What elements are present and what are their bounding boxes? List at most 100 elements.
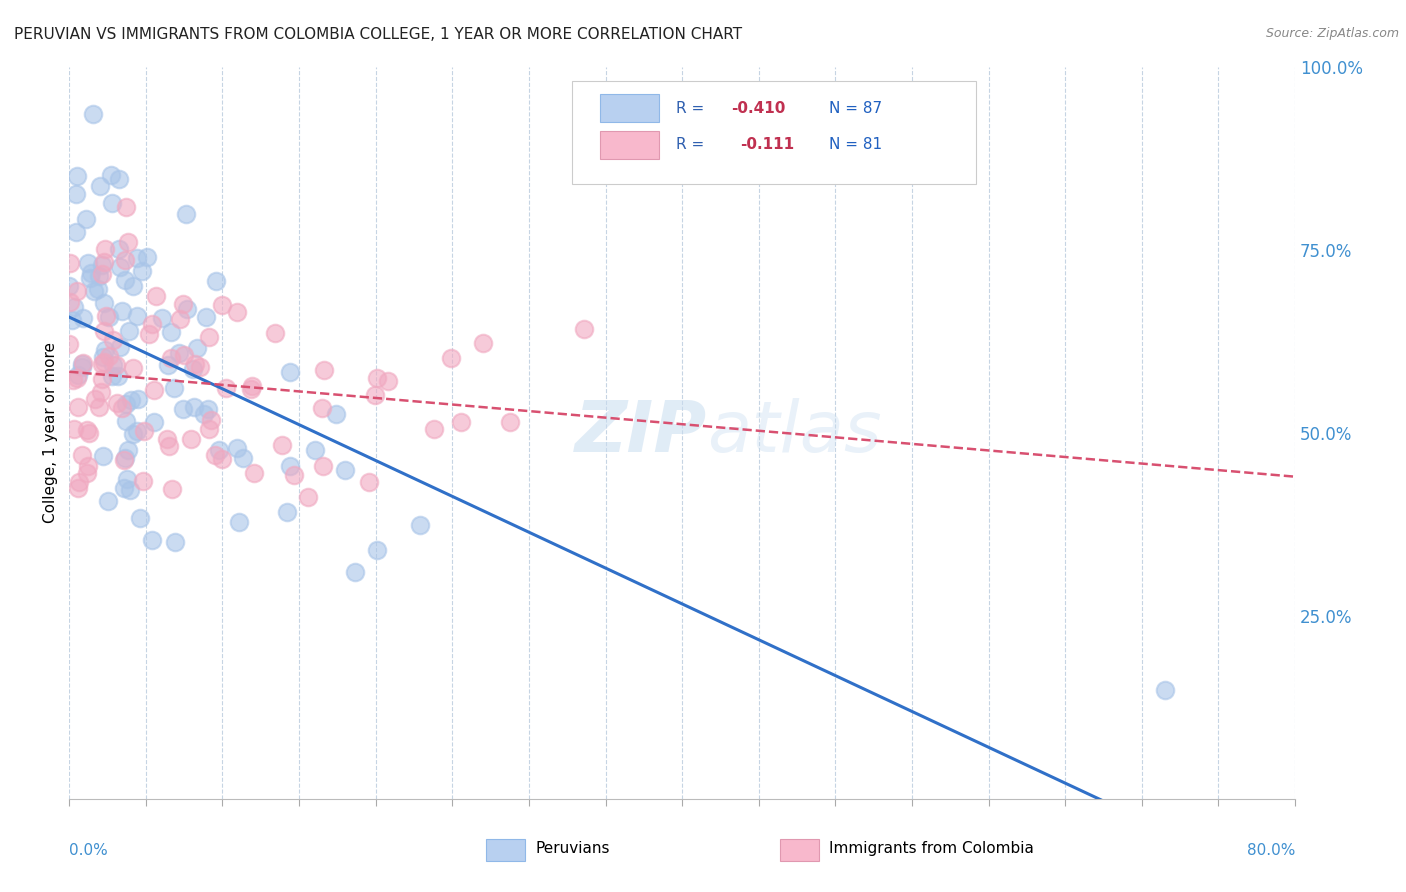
Point — [263, 326, 285, 341]
Point — [97, 494, 120, 508]
Text: PERUVIAN VS IMMIGRANTS FROM COLOMBIA COLLEGE, 1 YEAR OR MORE CORRELATION CHART: PERUVIAN VS IMMIGRANTS FROM COLOMBIA COL… — [14, 27, 742, 42]
Point — [58, 278, 80, 293]
Point — [67, 368, 90, 382]
Point — [59, 294, 82, 309]
Point — [100, 368, 122, 383]
Point — [76, 466, 98, 480]
Point — [180, 432, 202, 446]
Point — [65, 169, 87, 183]
Point — [156, 432, 179, 446]
Text: Source: ZipAtlas.com: Source: ZipAtlas.com — [1265, 27, 1399, 40]
Point — [107, 368, 129, 383]
Point — [136, 250, 159, 264]
Point — [276, 505, 298, 519]
Y-axis label: College, 1 year or more: College, 1 year or more — [44, 343, 58, 523]
Point — [197, 402, 219, 417]
Point — [94, 309, 117, 323]
Point — [366, 542, 388, 557]
Point — [183, 362, 205, 376]
Text: Peruvians: Peruvians — [536, 841, 610, 856]
Point — [239, 382, 262, 396]
Point — [423, 422, 446, 436]
Point — [58, 337, 80, 351]
Point — [450, 415, 472, 429]
Text: atlas: atlas — [707, 398, 882, 467]
Point — [65, 225, 87, 239]
Point — [65, 187, 87, 202]
Point — [91, 350, 114, 364]
Point — [112, 481, 135, 495]
Point — [114, 252, 136, 267]
Point — [304, 442, 326, 457]
Bar — [486, 839, 526, 861]
Point — [141, 318, 163, 332]
Point — [93, 255, 115, 269]
Bar — [600, 95, 659, 122]
Point — [198, 330, 221, 344]
Point — [1153, 683, 1175, 698]
Point — [87, 268, 110, 283]
Bar — [780, 839, 820, 861]
Point — [66, 371, 89, 385]
Point — [76, 256, 98, 270]
Point — [278, 459, 301, 474]
Point — [91, 358, 114, 372]
Point — [145, 289, 167, 303]
Point — [114, 451, 136, 466]
Point — [67, 481, 90, 495]
Point — [110, 401, 132, 415]
Point — [75, 212, 97, 227]
Point — [211, 451, 233, 466]
Point — [357, 475, 380, 490]
Point — [91, 449, 114, 463]
Point — [82, 107, 104, 121]
Point — [173, 348, 195, 362]
Point — [70, 448, 93, 462]
Point — [157, 439, 180, 453]
Point — [163, 535, 186, 549]
Point — [118, 324, 141, 338]
Point — [297, 490, 319, 504]
Point — [143, 383, 166, 397]
Point — [160, 351, 183, 366]
Point — [195, 310, 218, 325]
Point — [105, 396, 128, 410]
Point — [215, 381, 238, 395]
Point — [79, 426, 101, 441]
Point — [127, 392, 149, 406]
Point — [89, 179, 111, 194]
Point — [87, 282, 110, 296]
Point — [59, 256, 82, 270]
Point — [200, 413, 222, 427]
Point — [208, 443, 231, 458]
Text: 0.0%: 0.0% — [69, 843, 108, 857]
Text: Immigrants from Colombia: Immigrants from Colombia — [830, 841, 1033, 856]
Point — [228, 516, 250, 530]
Point — [150, 310, 173, 325]
Point — [198, 422, 221, 436]
Point — [186, 341, 208, 355]
FancyBboxPatch shape — [572, 81, 976, 184]
Point — [65, 284, 87, 298]
Point — [62, 422, 84, 436]
Point — [122, 279, 145, 293]
Point — [77, 458, 100, 473]
Point — [174, 206, 197, 220]
Point — [93, 324, 115, 338]
Point — [131, 264, 153, 278]
Point — [115, 200, 138, 214]
Point — [127, 251, 149, 265]
Point — [167, 346, 190, 360]
Point — [115, 414, 138, 428]
Point — [101, 333, 124, 347]
Point — [94, 343, 117, 358]
Point — [344, 565, 367, 579]
Point — [117, 235, 139, 250]
Point — [283, 468, 305, 483]
Point — [232, 450, 254, 465]
Point — [93, 296, 115, 310]
Point — [84, 392, 107, 406]
Text: 80.0%: 80.0% — [1247, 843, 1295, 857]
Point — [122, 361, 145, 376]
Point — [79, 271, 101, 285]
